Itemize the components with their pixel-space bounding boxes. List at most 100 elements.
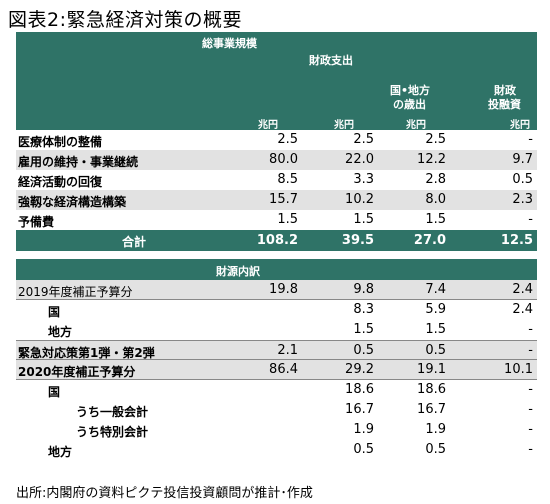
- cell-govt: 2.8: [425, 172, 446, 187]
- cell-govt: 1.9: [425, 422, 446, 437]
- cell-govt: 19.1: [417, 362, 446, 377]
- table-row: 雇用の維持・事業継続 80.0 22.0 12.2 9.7: [16, 150, 537, 170]
- total-label: 合計: [122, 235, 147, 249]
- cell-govt: 16.7: [417, 402, 446, 417]
- finance-header: 財源内訳: [16, 259, 537, 280]
- header-govt-line1: 国•地方: [390, 84, 431, 97]
- cell-govt: 2.5: [425, 132, 446, 147]
- cell-total-scale: 2.5: [277, 132, 298, 147]
- cell-fiscal: 16.7: [345, 402, 374, 417]
- cell-fiscal: 29.2: [345, 362, 374, 377]
- unit-col2: 兆円: [334, 120, 354, 131]
- cell-total-scale: 1.5: [277, 212, 298, 227]
- row-label: 国: [48, 305, 61, 319]
- cell-fiscal-inv: 10.1: [504, 362, 533, 377]
- table-row: 予備費 1.5 1.5 1.5 -: [16, 210, 537, 230]
- cell-govt: 1.5: [425, 322, 446, 337]
- header-fiscal: 財政支出: [309, 54, 353, 67]
- cell-fiscal-inv: 2.4: [512, 302, 533, 317]
- cell-govt: 18.6: [417, 382, 446, 397]
- header-fiscal-inv-line1: 財政: [494, 84, 516, 97]
- cell-fiscal: 8.3: [353, 302, 374, 317]
- row-label: 緊急対応策第1弾・第2弾: [18, 346, 155, 360]
- table-row: 2020年度補正予算分 86.4 29.2 19.1 10.1: [16, 360, 537, 380]
- table-row: 国 8.3 5.9 2.4: [16, 300, 537, 320]
- cell-fiscal-inv: -: [528, 402, 533, 417]
- cell-fiscal: 2.5: [353, 132, 374, 147]
- figure-title: 図表2:緊急経済対策の概要: [8, 9, 242, 31]
- row-label: 予備費: [18, 215, 55, 229]
- cell-govt: 7.4: [425, 282, 446, 297]
- unit-col3: 兆円: [406, 120, 426, 131]
- cell-govt: 5.9: [425, 302, 446, 317]
- row-label: 強靱な経済構造構築: [18, 195, 127, 209]
- cell-fiscal-inv: -: [528, 382, 533, 397]
- row-label: 2020年度補正予算分: [18, 365, 136, 379]
- cell-fiscal-inv: -: [528, 212, 533, 227]
- row-label: 医療体制の整備: [18, 135, 103, 149]
- cell-fiscal-inv: 2.4: [512, 282, 533, 297]
- cell-total-scale: 2.1: [277, 343, 298, 358]
- header-fiscal-inv-line2: 投融資: [488, 98, 521, 111]
- cell-total-scale: 19.8: [269, 282, 298, 297]
- total-total-scale: 108.2: [256, 233, 298, 248]
- row-label: 国: [48, 385, 61, 399]
- cell-fiscal: 3.3: [353, 172, 374, 187]
- table-row: 地方 0.5 0.5 -: [16, 440, 537, 460]
- cell-fiscal: 10.2: [345, 192, 374, 207]
- cell-fiscal-inv: -: [528, 322, 533, 337]
- row-label: 2019年度補正予算分: [18, 285, 133, 299]
- cell-govt: 12.2: [417, 152, 446, 167]
- table-row: 緊急対応策第1弾・第2弾 2.1 0.5 0.5 -: [16, 340, 537, 360]
- total-fiscal: 39.5: [341, 233, 374, 248]
- row-label: 地方: [48, 445, 73, 459]
- cell-total-scale: 8.5: [277, 172, 298, 187]
- table-row: 医療体制の整備 2.5 2.5 2.5 -: [16, 130, 537, 150]
- cell-fiscal-inv: 9.7: [512, 152, 533, 167]
- cell-total-scale: 86.4: [269, 362, 298, 377]
- total-fiscal-inv: 12.5: [500, 233, 533, 248]
- cell-fiscal: 1.9: [353, 422, 374, 437]
- row-label: 地方: [48, 325, 73, 339]
- cell-fiscal: 0.5: [353, 343, 374, 358]
- header-total-scale: 総事業規模: [202, 37, 257, 50]
- table-header: 総事業規模 財政支出 国•地方 の歳出 財政 投融資 兆円 兆円 兆円 兆円: [16, 32, 537, 131]
- row-label: うち一般会計: [76, 405, 149, 419]
- cell-fiscal: 1.5: [353, 212, 374, 227]
- cell-total-scale: 80.0: [269, 152, 298, 167]
- source-note: 出所:内閣府の資料ピクテ投信投資顧問が推計･作成: [16, 486, 313, 501]
- cell-total-scale: 15.7: [269, 192, 298, 207]
- finance-header-label: 財源内訳: [216, 265, 260, 278]
- cell-fiscal: 18.6: [345, 382, 374, 397]
- cell-fiscal-inv: -: [528, 442, 533, 457]
- row-label: うち特別会計: [76, 425, 149, 439]
- table-row: うち一般会計 16.7 16.7 -: [16, 400, 537, 420]
- cell-fiscal-inv: 2.3: [512, 192, 533, 207]
- cell-fiscal: 22.0: [345, 152, 374, 167]
- cell-fiscal-inv: -: [528, 132, 533, 147]
- unit-col1: 兆円: [258, 120, 278, 131]
- table-row: 地方 1.5 1.5 -: [16, 320, 537, 340]
- header-govt-line2: の歳出: [393, 98, 426, 111]
- cell-govt: 1.5: [425, 212, 446, 227]
- cell-govt: 0.5: [425, 343, 446, 358]
- table-row: 2019年度補正予算分 19.8 9.8 7.4 2.4: [16, 280, 537, 300]
- cell-fiscal: 9.8: [353, 282, 374, 297]
- cell-fiscal-inv: 0.5: [512, 172, 533, 187]
- section-spacer: [16, 251, 537, 259]
- total-govt: 27.0: [413, 233, 446, 248]
- row-label: 経済活動の回復: [18, 175, 103, 189]
- cell-fiscal-inv: -: [528, 422, 533, 437]
- table-row: うち特別会計 1.9 1.9 -: [16, 420, 537, 440]
- table-row: 強靱な経済構造構築 15.7 10.2 8.0 2.3: [16, 190, 537, 210]
- policy-table: 総事業規模 財政支出 国•地方 の歳出 財政 投融資 兆円 兆円 兆円 兆円 医…: [16, 32, 537, 460]
- row-label: 雇用の維持・事業継続: [18, 155, 139, 169]
- cell-fiscal: 0.5: [353, 442, 374, 457]
- cell-govt: 8.0: [425, 192, 446, 207]
- unit-col4: 兆円: [510, 120, 530, 131]
- table-row: 経済活動の回復 8.5 3.3 2.8 0.5: [16, 170, 537, 190]
- table-row: 国 18.6 18.6 -: [16, 380, 537, 400]
- total-row: 合計 108.2 39.5 27.0 12.5: [16, 230, 537, 251]
- cell-govt: 0.5: [425, 442, 446, 457]
- cell-fiscal-inv: -: [528, 343, 533, 358]
